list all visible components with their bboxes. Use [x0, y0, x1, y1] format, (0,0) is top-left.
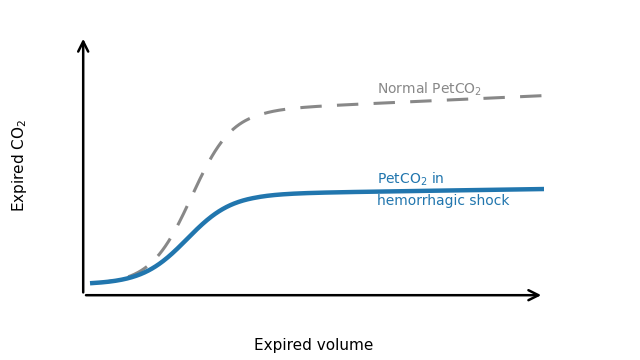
Text: Expired CO$_2$: Expired CO$_2$: [10, 119, 29, 212]
Text: Normal PetCO$_2$: Normal PetCO$_2$: [377, 81, 482, 98]
Text: PetCO$_2$ in
hemorrhagic shock: PetCO$_2$ in hemorrhagic shock: [377, 171, 509, 208]
Text: Expired volume: Expired volume: [254, 338, 373, 353]
